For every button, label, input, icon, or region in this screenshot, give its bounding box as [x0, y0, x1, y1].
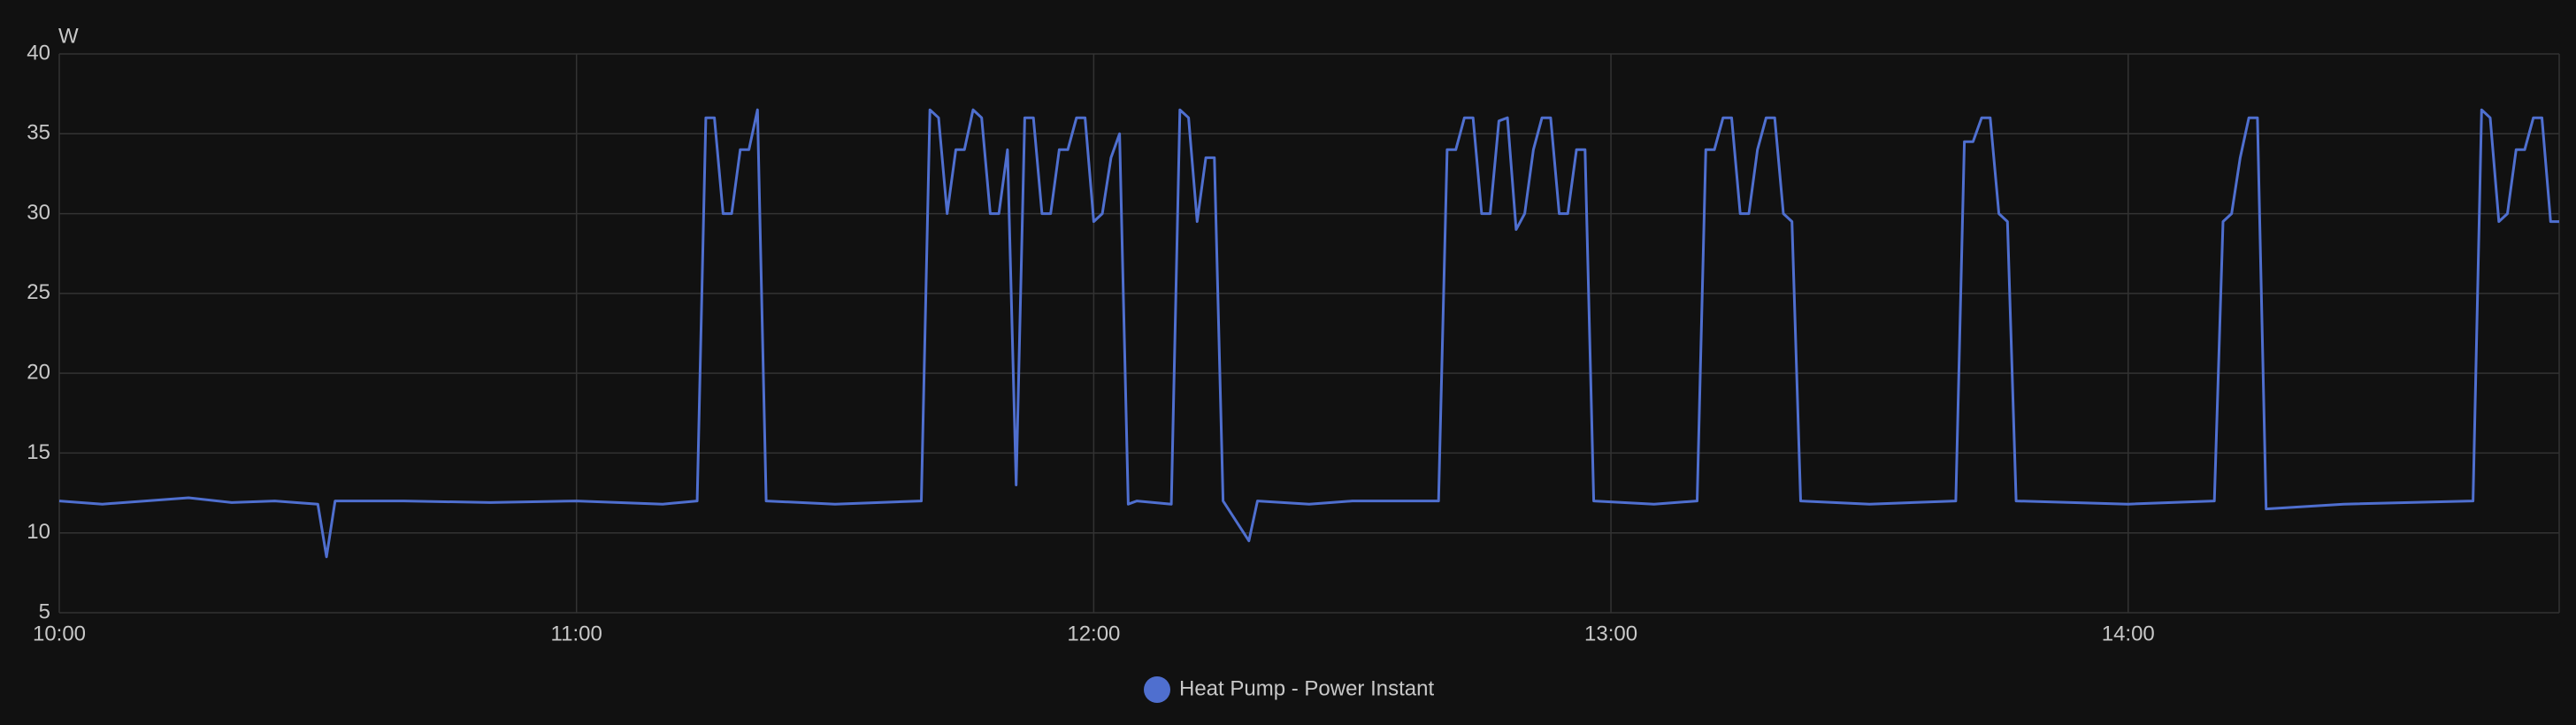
- x-tick-label: 12:00: [1067, 622, 1120, 645]
- y-tick-label: 40: [27, 41, 50, 65]
- y-tick-label: 10: [27, 520, 50, 544]
- y-unit: W: [58, 24, 79, 48]
- x-tick-label: 13:00: [1584, 622, 1637, 645]
- legend-label: Heat Pump - Power Instant: [1179, 676, 1434, 700]
- y-tick-label: 30: [27, 201, 50, 225]
- legend-swatch: [1144, 676, 1170, 703]
- x-tick-label: 14:00: [2102, 622, 2155, 645]
- y-tick-label: 25: [27, 280, 50, 304]
- x-tick-label: 11:00: [551, 622, 602, 645]
- x-tick-label: 10:00: [33, 622, 86, 645]
- y-tick-label: 15: [27, 440, 50, 464]
- y-tick-label: 35: [27, 121, 50, 145]
- data-line: [58, 108, 2559, 559]
- y-tick-label: 5: [39, 599, 50, 623]
- y-tick-label: 20: [27, 360, 50, 384]
